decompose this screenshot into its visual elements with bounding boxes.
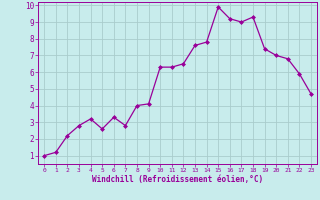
X-axis label: Windchill (Refroidissement éolien,°C): Windchill (Refroidissement éolien,°C) — [92, 175, 263, 184]
